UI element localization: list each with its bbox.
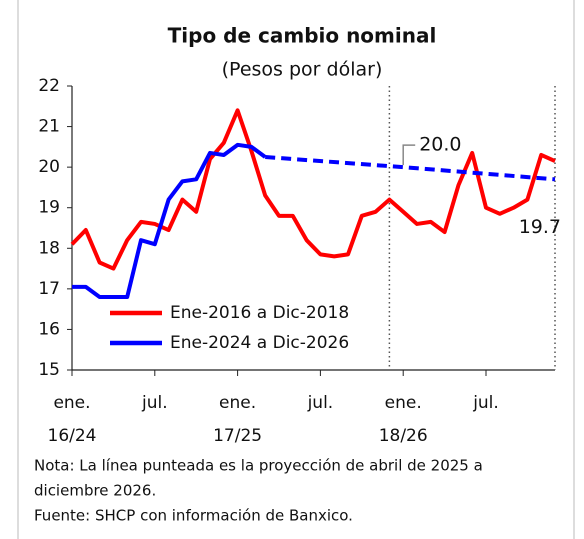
series-line bbox=[72, 142, 267, 299]
legend-label: Ene-2016 a Dic-2018 bbox=[170, 303, 349, 323]
y-tick-label: 15 bbox=[38, 360, 60, 380]
y-tick-label: 16 bbox=[38, 319, 60, 339]
x-tick-sublabel: 16/24 bbox=[48, 426, 97, 446]
x-tick-sublabel: 17/25 bbox=[213, 426, 262, 446]
label-bracket bbox=[402, 144, 416, 166]
chart-title: Tipo de cambio nominal bbox=[168, 24, 437, 48]
x-tick-label: jul. bbox=[141, 393, 168, 413]
x-tick-label: jul. bbox=[472, 393, 499, 413]
x-tick-label: ene. bbox=[219, 393, 256, 413]
projection-line bbox=[265, 155, 556, 182]
note: Nota: La línea punteada es la proyección… bbox=[34, 457, 483, 475]
x-tick-label: jul. bbox=[307, 393, 334, 413]
chart-subtitle: (Pesos por dólar) bbox=[222, 59, 383, 81]
y-tick-label: 19 bbox=[38, 198, 60, 218]
y-tick-label: 20 bbox=[38, 157, 60, 177]
note: diciembre 2026. bbox=[34, 482, 156, 500]
y-tick-label: 17 bbox=[38, 279, 60, 299]
note: Fuente: SHCP con información de Banxico. bbox=[34, 507, 353, 525]
data-label: 20.0 bbox=[419, 134, 461, 156]
legend-label: Ene-2024 a Dic-2026 bbox=[170, 333, 349, 353]
y-tick-label: 18 bbox=[38, 238, 60, 258]
x-tick-sublabel: 18/26 bbox=[379, 426, 428, 446]
y-tick-label: 21 bbox=[38, 117, 60, 137]
y-tick-label: 22 bbox=[38, 76, 60, 96]
series-line bbox=[70, 108, 556, 271]
x-tick-label: ene. bbox=[53, 393, 90, 413]
x-tick-label: ene. bbox=[385, 393, 422, 413]
data-label: 19.7 bbox=[519, 216, 561, 238]
